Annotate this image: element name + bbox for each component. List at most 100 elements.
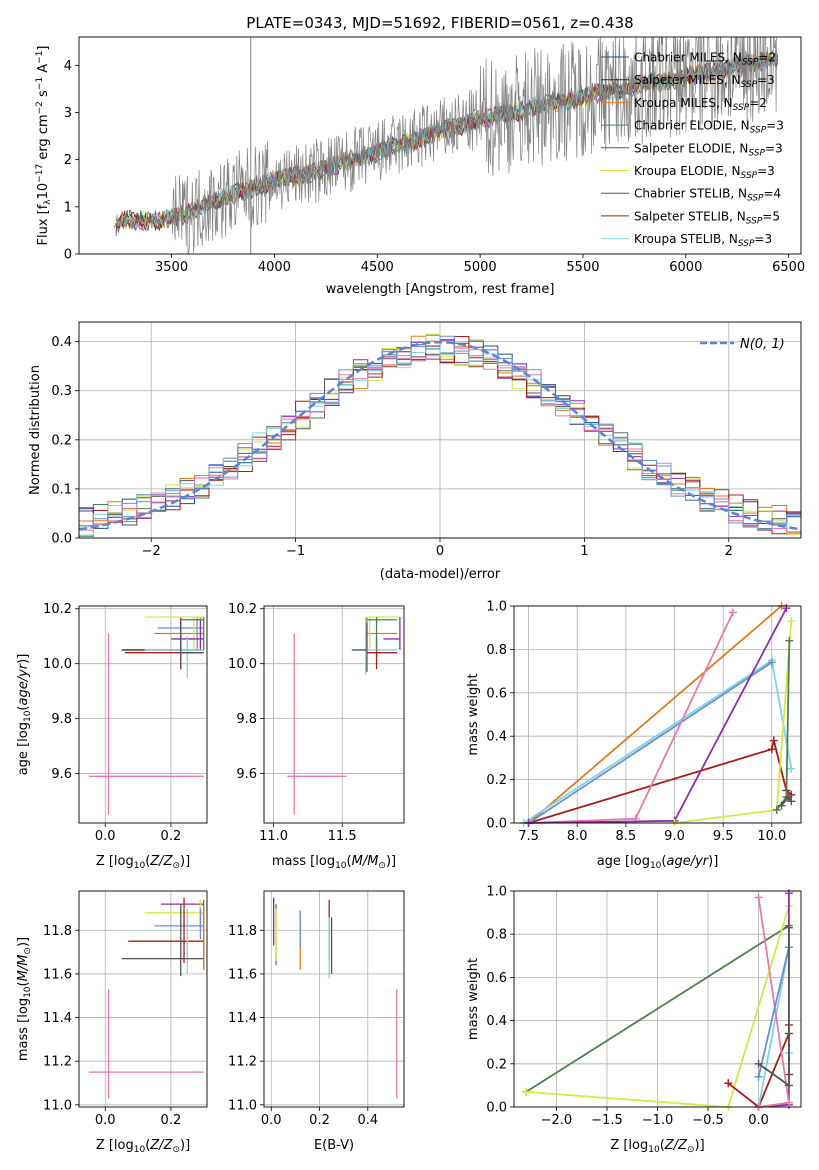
weight-marker: [785, 636, 794, 645]
x-tick-label: 4500: [361, 260, 394, 275]
mass-Z-xlabel-part: (: [145, 1138, 150, 1153]
legend-label: Chabrier ELODIE, NSSP=3: [634, 119, 784, 136]
y-tick-label: 0.4: [51, 335, 72, 350]
weight-age-xlabel-part: age/yr: [666, 854, 709, 869]
x-tick-label: 6000: [669, 260, 702, 275]
weight_vs_Z-ylabel: mass weight: [466, 958, 481, 1040]
age-mass-xlabel-part: mass [log: [272, 854, 335, 869]
age-Z-xlabel: Z [log10(Z/Z⊙)]: [96, 854, 190, 871]
weight-age-xlabel: age [log10(age/yr)]: [597, 854, 719, 871]
weight-marker: [787, 617, 796, 626]
x-tick-label: 4000: [258, 260, 291, 275]
age-Z-xlabel-part: ⊙: [172, 861, 180, 871]
y-tick-label: 11.0: [43, 1098, 72, 1113]
legend-rest: =5: [762, 209, 780, 223]
x-tick-label: 8.5: [616, 829, 637, 844]
age-Z-ylabel-part: age/yr: [16, 662, 31, 705]
x-tick-label: −2: [142, 544, 161, 559]
weight_vs_age-ylabel-part: mass weight: [466, 673, 481, 755]
y-tick-label: 0.4: [486, 1014, 507, 1029]
weight_vs_age-frame: [513, 605, 802, 824]
x-tick-label: 9.5: [713, 829, 734, 844]
x-tick-label: 9.0: [664, 829, 685, 844]
weight-Z-xlabel-part: 10: [648, 1145, 660, 1155]
residual-frame: [78, 321, 802, 539]
y-tick-label: 11.8: [43, 924, 72, 939]
y-tick-label: 0.3: [51, 384, 72, 399]
x-tick-label: −1.0: [642, 1113, 674, 1128]
legend-rest: =3: [757, 164, 775, 178]
normal-curve: [79, 340, 799, 531]
y-tick-label: 10.0: [43, 657, 72, 672]
weight_vs_Z-axes: −2.0 −1.5 −1.0 −0.5 0.0 0.0 0.2 0.4 0.6 0.8 1.0: [486, 885, 801, 1128]
x-tick-label: 5500: [566, 260, 599, 275]
weight-Z-xlabel-part: ⊙: [687, 1145, 695, 1155]
weight_vs_Z-frame: [513, 890, 802, 1108]
weight-age-xlabel-part: 10: [650, 861, 662, 871]
spectrum-ylabel-part: s: [36, 90, 51, 101]
y-tick-label: 0.8: [486, 643, 507, 658]
spectrum-ylabel-part: Flux [f: [36, 204, 51, 245]
x-tick-label: −2.0: [541, 1113, 573, 1128]
x-tick-label: 6500: [772, 260, 805, 275]
spectrum-xlabel-part: wavelength [Angstrom, rest frame]: [326, 282, 555, 297]
x-tick-label: −1: [286, 544, 305, 559]
residual-xlabel-part: (data-model)/error: [380, 567, 501, 582]
y-tick-label: 1.0: [486, 885, 507, 900]
y-tick-label: 9.6: [236, 767, 257, 782]
y-tick-label: 0: [64, 248, 72, 263]
weight-marker: [728, 608, 737, 617]
legend-sub: SSP: [747, 194, 764, 204]
legend-text: Chabrier STELIB, N: [634, 187, 747, 201]
spectrum-axes: 3500 4000 4500 5000 5500 6000 6500 0 1 2 3 4: [64, 59, 805, 275]
age-Z-ylabel-part: 10: [23, 710, 33, 722]
y-tick-label: 0.6: [486, 686, 507, 701]
mass-Z-ylabel: mass [log10(M/M⊙)]: [16, 937, 33, 1061]
y-tick-label: 10.0: [228, 657, 257, 672]
weight-marker: [784, 792, 793, 801]
weight-age-xlabel-part: age [log: [597, 854, 650, 869]
weight-age-xlabel-part: )]: [708, 854, 718, 869]
y-tick-label: 3: [64, 106, 72, 121]
legend-sub: SSP: [750, 126, 767, 136]
weight-Z-xlabel-part: Z [log: [610, 1138, 648, 1153]
age-Z-ylabel-part: age [log: [16, 722, 31, 775]
y-tick-label: 0.0: [51, 532, 72, 547]
weight-marker: [754, 893, 763, 902]
x-tick-label: 0.2: [161, 829, 182, 844]
weight-marker: [784, 1081, 793, 1090]
age-mass-xlabel-part: 10: [335, 861, 347, 871]
spectrum-frame: [78, 36, 802, 255]
legend-rest: =2: [749, 96, 767, 110]
y-tick-label: 0.4: [486, 730, 507, 745]
weight-line-kroupa_elodie: [674, 621, 793, 824]
weight-marker: [724, 1079, 733, 1088]
legend-label: Salpeter STELIB, NSSP=5: [634, 209, 780, 226]
weight-age-xlabel-part: (: [661, 854, 666, 869]
legend-text: Chabrier MILES, N: [634, 51, 742, 65]
age-mass-xlabel-part: M/M: [352, 854, 379, 869]
weight-line-salpeter_stelib: [528, 740, 792, 824]
legend-label: Kroupa ELODIE, NSSP=3: [634, 164, 775, 181]
legend-label: Chabrier MILES, NSSP=2: [634, 51, 776, 68]
mass_vs_ebv-marks: [273, 897, 398, 1099]
residual-ylabel: Normed distribution: [28, 365, 43, 495]
weight-marker: [784, 1098, 793, 1107]
y-tick-label: 0.6: [486, 971, 507, 986]
weight-line-kroupa_miles: [528, 605, 783, 824]
x-tick-label: 0.0: [261, 1113, 282, 1128]
x-tick-label: 11.0: [259, 829, 288, 844]
legend-label: Kroupa STELIB, NSSP=3: [634, 232, 772, 249]
x-tick-label: −1.5: [591, 1113, 623, 1128]
y-tick-label: 0.8: [486, 928, 507, 943]
weight-marker: [782, 604, 791, 613]
x-tick-label: 0.4: [357, 1113, 378, 1128]
mass-Z-xlabel-part: Z/Z: [149, 1138, 173, 1153]
mass-Z-ylabel-part: M/M: [16, 955, 31, 982]
weight_vs_age-lines: [519, 602, 796, 827]
y-tick-label: 9.6: [51, 767, 72, 782]
spectrum-ylabel-part: −1: [35, 77, 45, 90]
mass_vs_Z-axes: 0.0 0.2 11.0 11.2 11.4 11.6 11.8: [43, 891, 207, 1128]
y-tick-label: 11.4: [228, 1011, 257, 1026]
